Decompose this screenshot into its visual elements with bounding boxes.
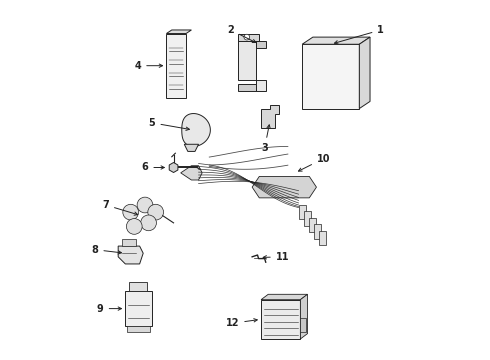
Text: 12: 12 [226, 318, 257, 328]
Bar [261, 300, 300, 339]
Polygon shape [302, 37, 370, 44]
Text: 4: 4 [134, 61, 163, 71]
Polygon shape [182, 113, 210, 147]
Polygon shape [300, 294, 308, 339]
Circle shape [137, 197, 153, 213]
Polygon shape [304, 211, 311, 226]
Bar [127, 327, 150, 332]
Polygon shape [261, 105, 279, 128]
Polygon shape [169, 162, 178, 172]
Polygon shape [318, 231, 326, 245]
Text: 5: 5 [149, 118, 190, 130]
Polygon shape [118, 246, 143, 264]
Polygon shape [252, 176, 317, 198]
Bar [302, 44, 359, 109]
Circle shape [123, 204, 139, 220]
Polygon shape [184, 144, 198, 152]
Polygon shape [300, 318, 306, 332]
Text: 7: 7 [102, 200, 138, 215]
Text: 10: 10 [298, 154, 330, 171]
Text: 3: 3 [261, 125, 270, 153]
Circle shape [141, 215, 156, 231]
Text: 8: 8 [92, 245, 122, 255]
Polygon shape [238, 33, 259, 41]
Text: 2: 2 [227, 25, 256, 42]
Polygon shape [298, 205, 306, 219]
Circle shape [244, 34, 249, 40]
Polygon shape [261, 294, 308, 300]
Text: 1: 1 [335, 25, 384, 44]
Bar [122, 239, 136, 246]
Polygon shape [238, 37, 267, 91]
Bar [167, 33, 186, 98]
Text: 6: 6 [142, 162, 164, 172]
Circle shape [148, 204, 164, 220]
Bar [129, 282, 147, 291]
Text: 11: 11 [263, 252, 289, 262]
Polygon shape [167, 30, 192, 33]
Bar [125, 291, 152, 327]
Circle shape [126, 219, 142, 234]
Polygon shape [238, 84, 256, 91]
Polygon shape [181, 166, 202, 180]
Text: 9: 9 [97, 303, 122, 314]
Polygon shape [359, 37, 370, 109]
Polygon shape [309, 218, 316, 232]
Polygon shape [256, 41, 267, 48]
Polygon shape [314, 224, 321, 239]
